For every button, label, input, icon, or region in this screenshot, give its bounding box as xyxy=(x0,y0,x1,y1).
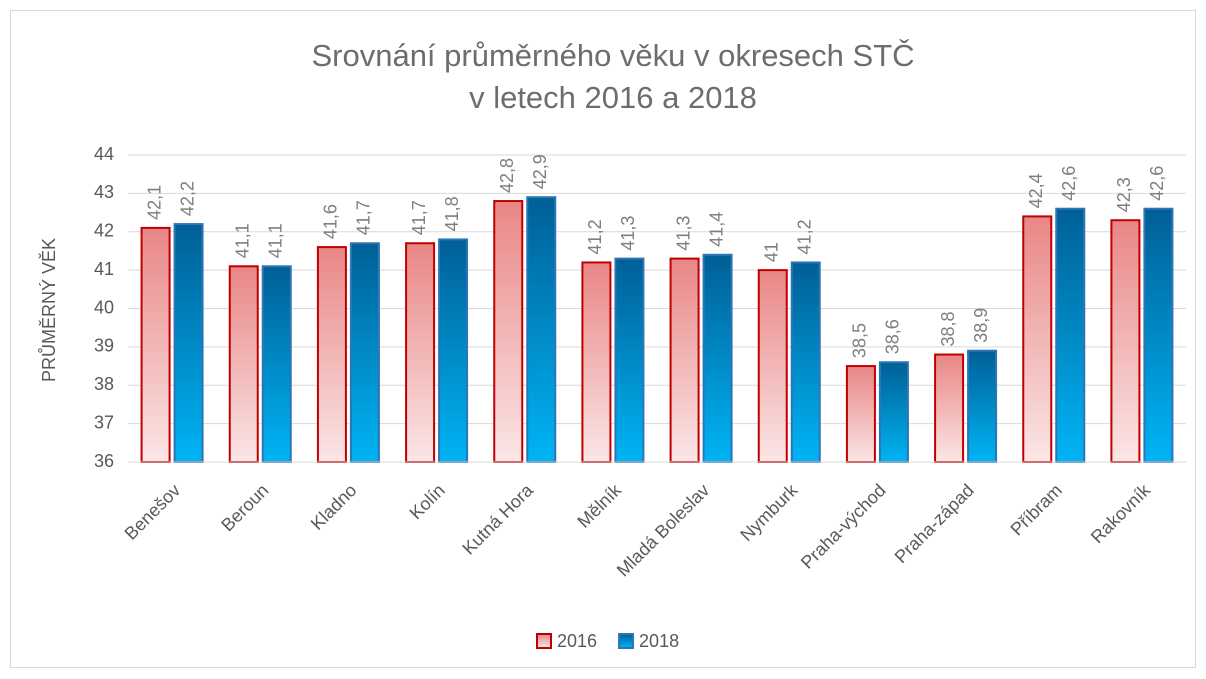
bar xyxy=(228,265,259,463)
legend-label: 2018 xyxy=(639,631,679,651)
bar xyxy=(140,226,171,463)
bar xyxy=(438,238,469,463)
value-label: 42,3 xyxy=(1114,177,1134,212)
y-tick-label: 43 xyxy=(94,182,114,202)
value-label: 41,1 xyxy=(233,223,253,258)
bar xyxy=(1110,219,1141,463)
y-tick-label: 41 xyxy=(94,259,114,279)
bar xyxy=(845,365,876,463)
bar xyxy=(967,349,998,463)
bar xyxy=(349,242,380,463)
value-label: 42,6 xyxy=(1147,166,1167,201)
bar xyxy=(878,361,909,464)
legend-swatch xyxy=(536,633,552,649)
y-tick-label: 44 xyxy=(94,144,114,164)
bar xyxy=(405,242,436,463)
y-tick-label: 40 xyxy=(94,297,114,317)
y-tick-label: 39 xyxy=(94,336,114,356)
value-label: 41,4 xyxy=(706,212,726,247)
bar xyxy=(173,223,204,463)
value-label: 42,2 xyxy=(177,181,197,216)
y-tick-label: 42 xyxy=(94,221,114,241)
bar xyxy=(493,200,524,464)
bar xyxy=(702,253,733,463)
value-label: 38,6 xyxy=(883,319,903,354)
value-label: 41,7 xyxy=(354,200,374,235)
legend-label: 2016 xyxy=(557,631,597,651)
value-label: 42,8 xyxy=(497,158,517,193)
y-tick-label: 38 xyxy=(94,374,114,394)
bar xyxy=(790,261,821,464)
value-label: 38,8 xyxy=(938,312,958,347)
value-label: 38,9 xyxy=(971,308,991,343)
legend-swatch xyxy=(618,633,635,649)
bar xyxy=(1055,207,1086,463)
value-label: 41,2 xyxy=(795,219,815,254)
value-label: 38,5 xyxy=(850,323,870,358)
value-label: 41,8 xyxy=(442,196,462,231)
bar xyxy=(1143,207,1174,463)
bar xyxy=(1022,215,1053,463)
bar xyxy=(614,257,645,463)
bar xyxy=(316,246,347,463)
chart-title: Srovnání průměrného věku v okresech STČ xyxy=(311,38,914,73)
bar xyxy=(261,265,292,463)
bar xyxy=(581,261,612,464)
value-label: 42,4 xyxy=(1026,173,1046,208)
value-label: 41,1 xyxy=(266,223,286,258)
bar xyxy=(757,269,788,463)
y-tick-label: 36 xyxy=(94,451,114,471)
value-label: 42,6 xyxy=(1059,166,1079,201)
value-label: 41,3 xyxy=(618,216,638,251)
value-label: 42,9 xyxy=(530,154,550,189)
bar xyxy=(526,196,557,463)
value-label: 41,7 xyxy=(409,200,429,235)
value-label: 41,6 xyxy=(321,204,341,239)
chart-title: v letech 2016 a 2018 xyxy=(469,80,757,115)
y-axis-label: PRŮMĚRNÝ VĚK xyxy=(38,238,59,382)
value-label: 42,1 xyxy=(144,185,164,220)
bar xyxy=(669,257,700,463)
bar xyxy=(934,353,965,463)
value-label: 41 xyxy=(762,242,782,262)
y-tick-label: 37 xyxy=(94,412,114,432)
value-label: 41,2 xyxy=(585,219,605,254)
value-label: 41,3 xyxy=(673,216,693,251)
